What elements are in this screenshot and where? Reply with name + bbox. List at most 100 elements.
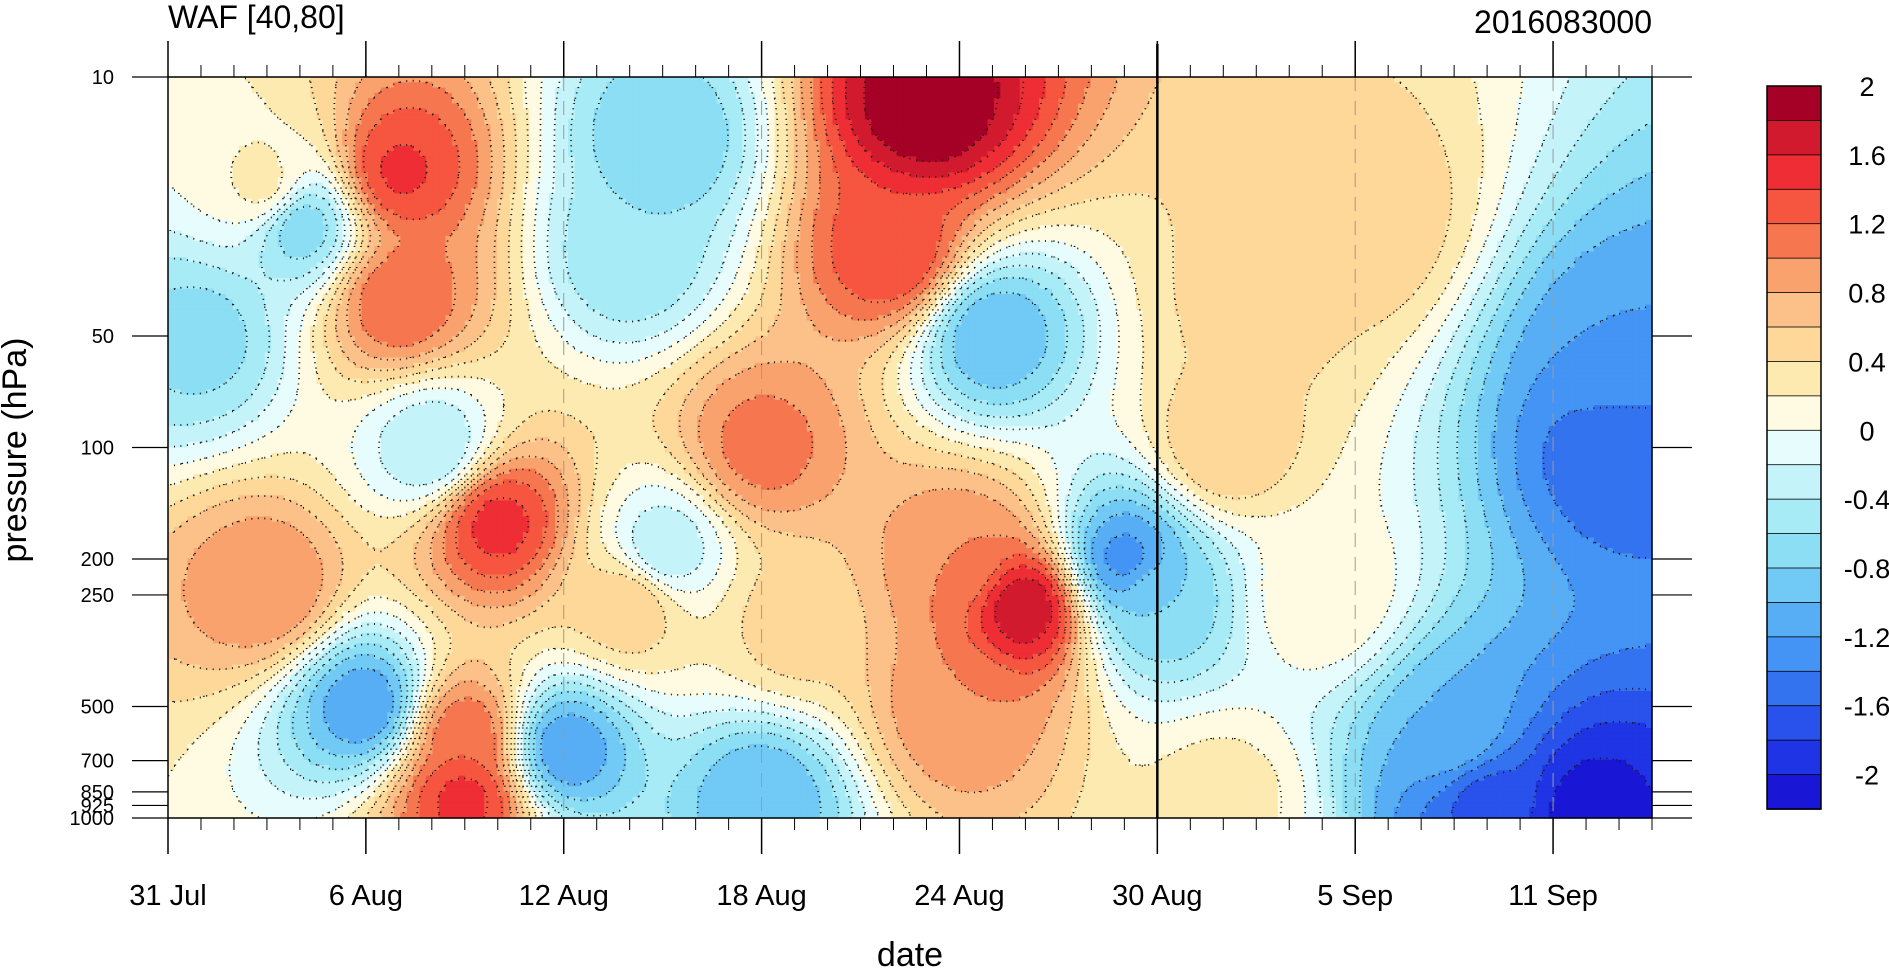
field-cell bbox=[1355, 82, 1362, 88]
field-cell bbox=[510, 82, 517, 88]
field-cell bbox=[420, 88, 427, 94]
field-cell bbox=[884, 77, 891, 83]
field-cell bbox=[813, 77, 820, 83]
field-cell bbox=[1271, 82, 1278, 88]
field-cell bbox=[1162, 82, 1169, 88]
field-cell bbox=[794, 88, 801, 94]
field-cell bbox=[187, 88, 194, 94]
field-cell bbox=[297, 93, 304, 99]
field-cell bbox=[1342, 82, 1349, 88]
field-cell bbox=[691, 77, 698, 83]
field-cell bbox=[587, 82, 594, 88]
field-cell bbox=[749, 93, 756, 99]
field-cell bbox=[336, 82, 343, 88]
field-cell bbox=[1110, 82, 1117, 88]
field-cell bbox=[762, 88, 769, 94]
field-cell bbox=[529, 93, 536, 99]
field-cell bbox=[1136, 88, 1143, 94]
field-cell bbox=[704, 88, 711, 94]
field-cell bbox=[484, 88, 491, 94]
field-cell bbox=[1265, 82, 1272, 88]
field-cell bbox=[387, 88, 394, 94]
field-cell bbox=[613, 88, 620, 94]
field-cell bbox=[1284, 77, 1291, 83]
field-cell bbox=[716, 88, 723, 94]
field-cell bbox=[923, 88, 930, 94]
field-cell bbox=[342, 77, 349, 83]
field-cell bbox=[691, 93, 698, 99]
field-cell bbox=[542, 93, 549, 99]
field-cell bbox=[542, 77, 549, 83]
field-cell bbox=[587, 93, 594, 99]
field-cell bbox=[220, 88, 227, 94]
field-cell bbox=[594, 88, 601, 94]
field-cell bbox=[1491, 88, 1498, 94]
field-cell bbox=[1439, 77, 1446, 83]
field-cell bbox=[291, 88, 298, 94]
field-cell bbox=[1394, 88, 1401, 94]
field-cell bbox=[1123, 77, 1130, 83]
field-cell bbox=[1091, 88, 1098, 94]
field-cell bbox=[852, 77, 859, 83]
field-cell bbox=[316, 88, 323, 94]
field-cell bbox=[942, 88, 949, 94]
field-cell bbox=[304, 82, 311, 88]
field-cell bbox=[562, 82, 569, 88]
field-cell bbox=[929, 93, 936, 99]
field-cell bbox=[1123, 88, 1130, 94]
field-cell bbox=[1355, 77, 1362, 83]
field-cell bbox=[1233, 88, 1240, 94]
field-cell bbox=[710, 77, 717, 83]
field-cell bbox=[1381, 77, 1388, 83]
field-cell bbox=[736, 77, 743, 83]
field-cell bbox=[865, 82, 872, 88]
field-cell bbox=[942, 82, 949, 88]
field-cell bbox=[265, 82, 272, 88]
field-cell bbox=[878, 77, 885, 83]
field-cell bbox=[1587, 88, 1594, 94]
field-cell bbox=[1517, 88, 1524, 94]
field-cell bbox=[200, 93, 207, 99]
field-cell bbox=[671, 82, 678, 88]
field-cell bbox=[671, 88, 678, 94]
field-cell bbox=[284, 88, 291, 94]
field-cell bbox=[368, 77, 375, 83]
field-cell bbox=[426, 93, 433, 99]
field-cell bbox=[736, 82, 743, 88]
field-cell bbox=[245, 93, 252, 99]
field-cell bbox=[1400, 77, 1407, 83]
field-cell bbox=[445, 82, 452, 88]
field-cell bbox=[607, 82, 614, 88]
field-cell bbox=[742, 88, 749, 94]
field-cell bbox=[962, 88, 969, 94]
field-cell bbox=[897, 82, 904, 88]
field-cell bbox=[645, 93, 652, 99]
field-cell bbox=[678, 88, 685, 94]
field-cell bbox=[1594, 88, 1601, 94]
field-cell bbox=[355, 82, 362, 88]
field-cell bbox=[1252, 77, 1259, 83]
field-cell bbox=[962, 93, 969, 99]
field-cell bbox=[374, 93, 381, 99]
field-cell bbox=[910, 93, 917, 99]
field-cell bbox=[226, 77, 233, 83]
field-cell bbox=[568, 88, 575, 94]
field-cell bbox=[1271, 77, 1278, 83]
field-cell bbox=[194, 77, 201, 83]
field-cell bbox=[478, 93, 485, 99]
field-cell bbox=[742, 93, 749, 99]
field-cell bbox=[1323, 82, 1330, 88]
field-cell bbox=[542, 88, 549, 94]
field-cell bbox=[1091, 77, 1098, 83]
field-cell bbox=[568, 93, 575, 99]
field-cell bbox=[884, 93, 891, 99]
field-cell bbox=[413, 88, 420, 94]
field-cell bbox=[987, 88, 994, 94]
field-cell bbox=[465, 93, 472, 99]
field-cell bbox=[465, 82, 472, 88]
field-cell bbox=[729, 93, 736, 99]
field-cell bbox=[658, 93, 665, 99]
field-cell bbox=[813, 88, 820, 94]
field-cell bbox=[1420, 88, 1427, 94]
field-cell bbox=[684, 82, 691, 88]
